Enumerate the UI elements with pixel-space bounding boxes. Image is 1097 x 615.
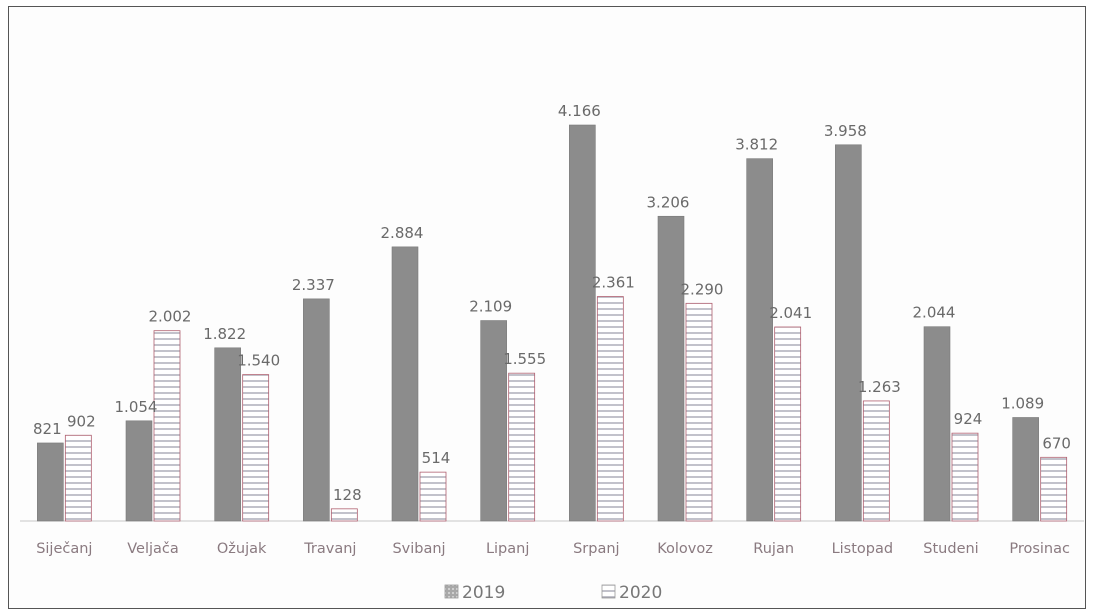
data-label-2019-9: 3.812 <box>735 136 778 154</box>
data-label-2020-10: 1.263 <box>858 378 901 396</box>
legend-label-2020: 2020 <box>619 583 662 603</box>
data-label-2020-6: 1.555 <box>503 350 546 368</box>
data-label-2020-9: 2.041 <box>769 304 812 322</box>
bar-2020-1 <box>64 434 92 522</box>
data-label-2019-5: 2.884 <box>381 224 424 242</box>
bar-2019-3 <box>214 347 241 522</box>
data-label-2019-10: 3.958 <box>824 122 867 140</box>
legend-swatch-2019 <box>444 584 459 599</box>
data-label-2020-11: 924 <box>954 410 983 428</box>
bar-2019-1 <box>37 442 64 522</box>
category-label-5: Svibanj <box>392 541 445 557</box>
data-label-2020-5: 514 <box>422 449 451 467</box>
bar-2019-5 <box>391 246 419 522</box>
data-label-2019-4: 2.337 <box>292 276 335 294</box>
bar-2019-9 <box>746 158 773 522</box>
bar-2019-2 <box>125 420 153 522</box>
data-label-2019-11: 2.044 <box>913 304 956 322</box>
legend-swatch-2020 <box>601 584 616 599</box>
data-label-2019-1: 821 <box>33 420 62 438</box>
category-label-1: Siječanj <box>36 541 92 557</box>
bar-2020-10 <box>862 400 890 522</box>
legend-label-2019: 2019 <box>462 583 505 603</box>
bar-2020-11 <box>951 432 979 522</box>
data-label-2019-12: 1.089 <box>1001 394 1044 412</box>
bar-2019-8 <box>657 215 685 522</box>
category-label-10: Listopad <box>832 541 894 557</box>
bar-2019-4 <box>303 298 330 522</box>
category-label-7: Srpanj <box>573 541 619 557</box>
bar-2020-3 <box>242 374 270 522</box>
bar-2020-8 <box>685 302 713 522</box>
category-label-12: Prosinac <box>1009 541 1070 557</box>
bar-2019-6 <box>480 320 507 522</box>
bar-2020-4 <box>330 508 358 522</box>
data-label-2020-7: 2.361 <box>592 274 635 292</box>
bar-2020-6 <box>508 372 536 522</box>
data-label-2020-2: 2.002 <box>149 308 192 326</box>
data-label-2019-6: 2.109 <box>469 298 512 316</box>
chart-frame <box>8 6 1086 609</box>
data-label-2019-3: 1.822 <box>203 325 246 343</box>
bar-2020-12 <box>1040 456 1068 522</box>
bar-2019-11 <box>923 326 951 522</box>
category-label-8: Kolovoz <box>657 541 713 557</box>
category-label-3: Ožujak <box>217 541 267 557</box>
category-label-6: Lipanj <box>486 541 529 557</box>
category-label-2: Veljača <box>127 541 179 557</box>
bar-2020-9 <box>774 326 802 522</box>
data-label-2020-3: 1.540 <box>237 352 280 370</box>
bar-2020-5 <box>419 471 447 522</box>
category-label-11: Studeni <box>923 541 978 557</box>
data-label-2019-8: 3.206 <box>647 193 690 211</box>
bar-2019-7 <box>569 124 596 522</box>
data-label-2020-1: 902 <box>67 412 96 430</box>
data-label-2019-2: 1.054 <box>115 398 158 416</box>
data-label-2020-8: 2.290 <box>681 280 724 298</box>
data-label-2020-12: 670 <box>1042 434 1071 452</box>
data-label-2019-7: 4.166 <box>558 102 601 120</box>
bar-2020-7 <box>596 296 624 522</box>
category-label-9: Rujan <box>753 541 794 557</box>
legend: 2019 2020 <box>444 583 662 603</box>
bar-2019-10 <box>835 144 862 522</box>
bar-2020-2 <box>153 330 181 522</box>
category-label-4: Travanj <box>303 541 356 557</box>
data-label-2020-4: 128 <box>333 486 362 504</box>
bar-2019-12 <box>1012 417 1039 522</box>
